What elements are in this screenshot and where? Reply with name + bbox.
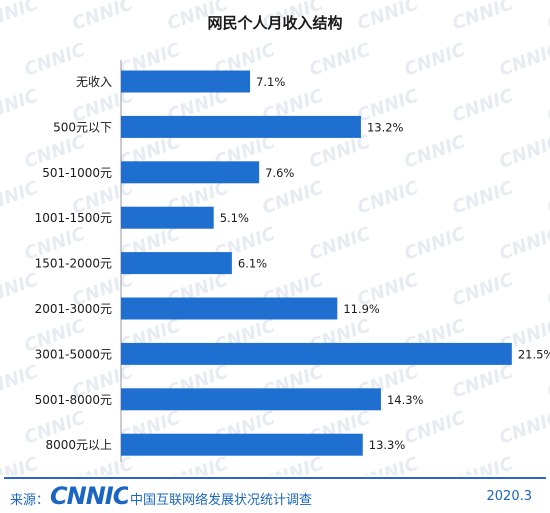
report-date: 2020.3: [486, 489, 533, 504]
value-label: 11.9%: [343, 302, 380, 316]
bar: [121, 388, 381, 411]
value-label: 14.3%: [387, 393, 424, 407]
source-label: 来源：: [10, 493, 50, 508]
bar: [121, 433, 363, 456]
value-label: 21.5%: [518, 347, 550, 361]
value-label: 13.3%: [369, 438, 406, 452]
category-label: 2001-3000元: [35, 302, 112, 316]
value-label: 13.2%: [367, 120, 404, 134]
bar: [121, 342, 512, 365]
footer: 来源： CNNIC 中国互联网络发展状况统计调查 2020.3: [0, 477, 550, 513]
category-label: 无收入: [76, 75, 112, 89]
category-label: 1501-2000元: [35, 257, 112, 271]
source-org-name: 中国互联网络发展状况统计调查: [130, 493, 313, 508]
value-label: 7.1%: [256, 75, 285, 89]
bar: [121, 70, 251, 93]
value-label: 7.6%: [265, 166, 294, 180]
category-label: 500元以下: [53, 120, 112, 134]
category-label: 501-1000元: [42, 166, 112, 180]
bar: [121, 297, 338, 320]
category-label: 1001-1500元: [35, 211, 112, 225]
bar: [121, 161, 260, 184]
bar: [121, 252, 232, 275]
category-label: 5001-8000元: [35, 393, 112, 407]
chart-title: 网民个人月收入结构: [207, 14, 343, 32]
cnnic-logo-text: CNNIC: [50, 482, 128, 508]
value-label: 5.1%: [220, 211, 249, 225]
bar-chart: 无收入 7.1% 500元以下 13.2% 501-1000元 7.6% 1001-1500…: [35, 60, 550, 462]
bar: [121, 115, 361, 138]
value-label: 6.1%: [238, 257, 267, 271]
category-label: 8000元以上: [45, 438, 112, 452]
bar: [121, 206, 214, 229]
category-label: 3001-5000元: [35, 347, 112, 361]
cnnic-logo-icon: CNNIC: [50, 482, 128, 508]
footer-divider: [4, 477, 546, 479]
